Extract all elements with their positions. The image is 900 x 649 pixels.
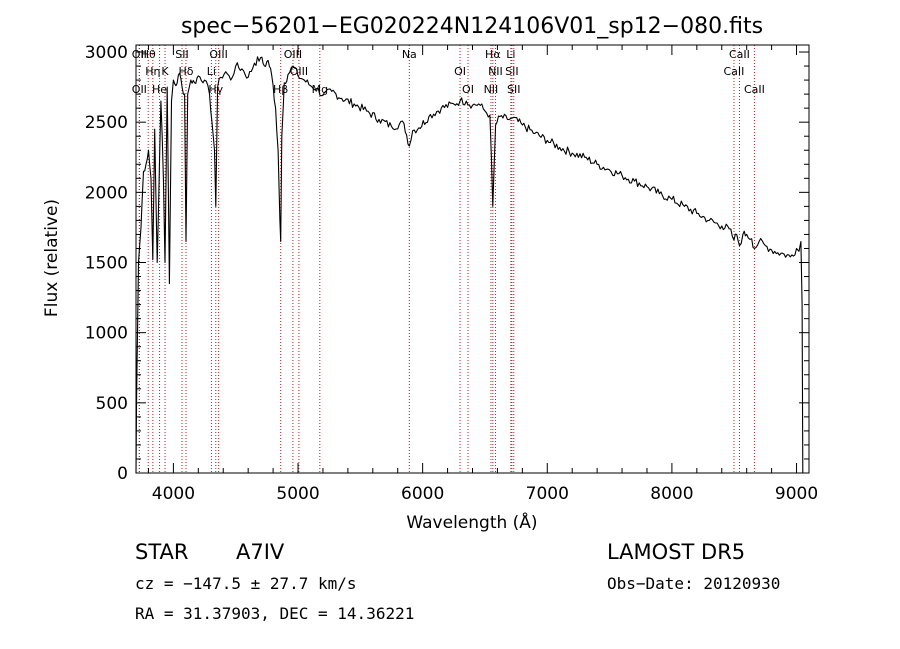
line-marker-label: OI xyxy=(462,83,474,96)
line-marker-label: CaII xyxy=(744,83,765,96)
y-tick-label: 1500 xyxy=(85,254,128,274)
x-tick-label: 5000 xyxy=(276,484,319,504)
y-axis-label: Flux (relative) xyxy=(42,199,62,317)
plot-frame xyxy=(135,44,810,474)
axis-ticks: 4000 5000 6000 7000 8000 9000 0 500 1000 1500 2000… xyxy=(85,43,818,504)
line-marker-label: OII xyxy=(132,48,147,61)
x-tick-label: 8000 xyxy=(650,484,693,504)
line-marker-label: CaII xyxy=(724,65,745,78)
line-marker-label: OIII xyxy=(284,48,302,61)
spectrum-series xyxy=(135,56,804,474)
object-subclass: A7IV xyxy=(236,540,285,564)
x-axis-label: Wavelength (Å) xyxy=(406,511,537,533)
line-marker-label: Na xyxy=(402,48,417,61)
line-marker-label: SII xyxy=(505,65,518,78)
line-marker-label: Li xyxy=(506,48,515,61)
x-tick-label: 7000 xyxy=(526,484,569,504)
line-marker-label: Hα xyxy=(485,48,501,61)
line-marker-label: Hθ xyxy=(141,48,156,61)
line-marker-label: OIII xyxy=(209,48,227,61)
coordinates: RA = 31.37903, DEC = 14.36221 xyxy=(135,604,415,623)
line-marker-label: SII xyxy=(175,48,188,61)
y-tick-label: 2000 xyxy=(85,183,128,203)
line-marker-label: NII xyxy=(488,65,503,78)
y-tick-label: 0 xyxy=(117,464,128,484)
object-class: STAR xyxy=(135,540,189,564)
observation-date: Obs−Date: 20120930 xyxy=(607,574,781,593)
spectral-line-markers: HθHηOIIOIIKHeSIIHδHγOIIILiHβOIIIOIIIMgNa… xyxy=(132,45,765,473)
line-marker-label: Hδ xyxy=(178,65,193,78)
y-tick-label: 2500 xyxy=(85,113,128,133)
line-marker-label: OI xyxy=(454,65,466,78)
spectrum-line xyxy=(135,56,804,474)
line-marker-label: Hη xyxy=(145,65,160,78)
line-marker-label: NII xyxy=(484,83,499,96)
x-tick-label: 9000 xyxy=(775,484,818,504)
x-tick-label: 4000 xyxy=(152,484,195,504)
line-marker-label: SII xyxy=(507,83,520,96)
line-marker-label: Hβ xyxy=(273,83,288,96)
line-marker-label: Hγ xyxy=(208,83,223,96)
survey-name: LAMOST DR5 xyxy=(607,540,746,564)
y-tick-label: 500 xyxy=(96,394,128,414)
line-marker-label: Li xyxy=(207,65,216,78)
x-tick-label: 6000 xyxy=(401,484,444,504)
y-tick-label: 3000 xyxy=(85,43,128,63)
chart-title: spec−56201−EG020224N124106V01_sp12−080.f… xyxy=(181,14,763,39)
line-marker-label: He xyxy=(152,83,167,96)
redshift-cz: cz = −147.5 ± 27.7 km/s xyxy=(135,574,357,593)
y-tick-label: 1000 xyxy=(85,324,128,344)
line-marker-label: K xyxy=(161,65,169,78)
